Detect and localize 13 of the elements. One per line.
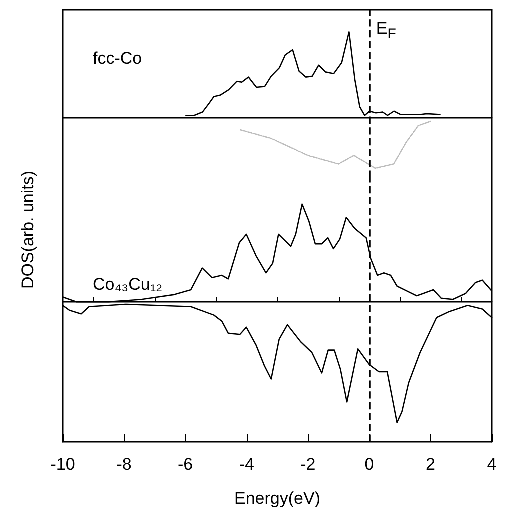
x-tick-label: -6 — [178, 455, 194, 474]
ref-line-label: E$_{F}$ — [376, 19, 396, 42]
y-axis-title: DOS(arb. units) — [18, 170, 38, 290]
x-tick-label: -10 — [50, 455, 76, 474]
x-tick-label: 0 — [364, 455, 374, 474]
x-tick-label: -8 — [116, 455, 132, 474]
annotation: Co₄₃Cu₁₂ — [93, 275, 163, 294]
annotation: fcc-Co — [93, 49, 142, 68]
x-tick-label: -4 — [239, 455, 254, 474]
x-axis-title: Energy(eV) — [234, 489, 320, 508]
x-tick-label: 4 — [487, 455, 497, 474]
x-tick-label: 2 — [426, 455, 436, 474]
x-tick-label: -2 — [300, 455, 316, 474]
